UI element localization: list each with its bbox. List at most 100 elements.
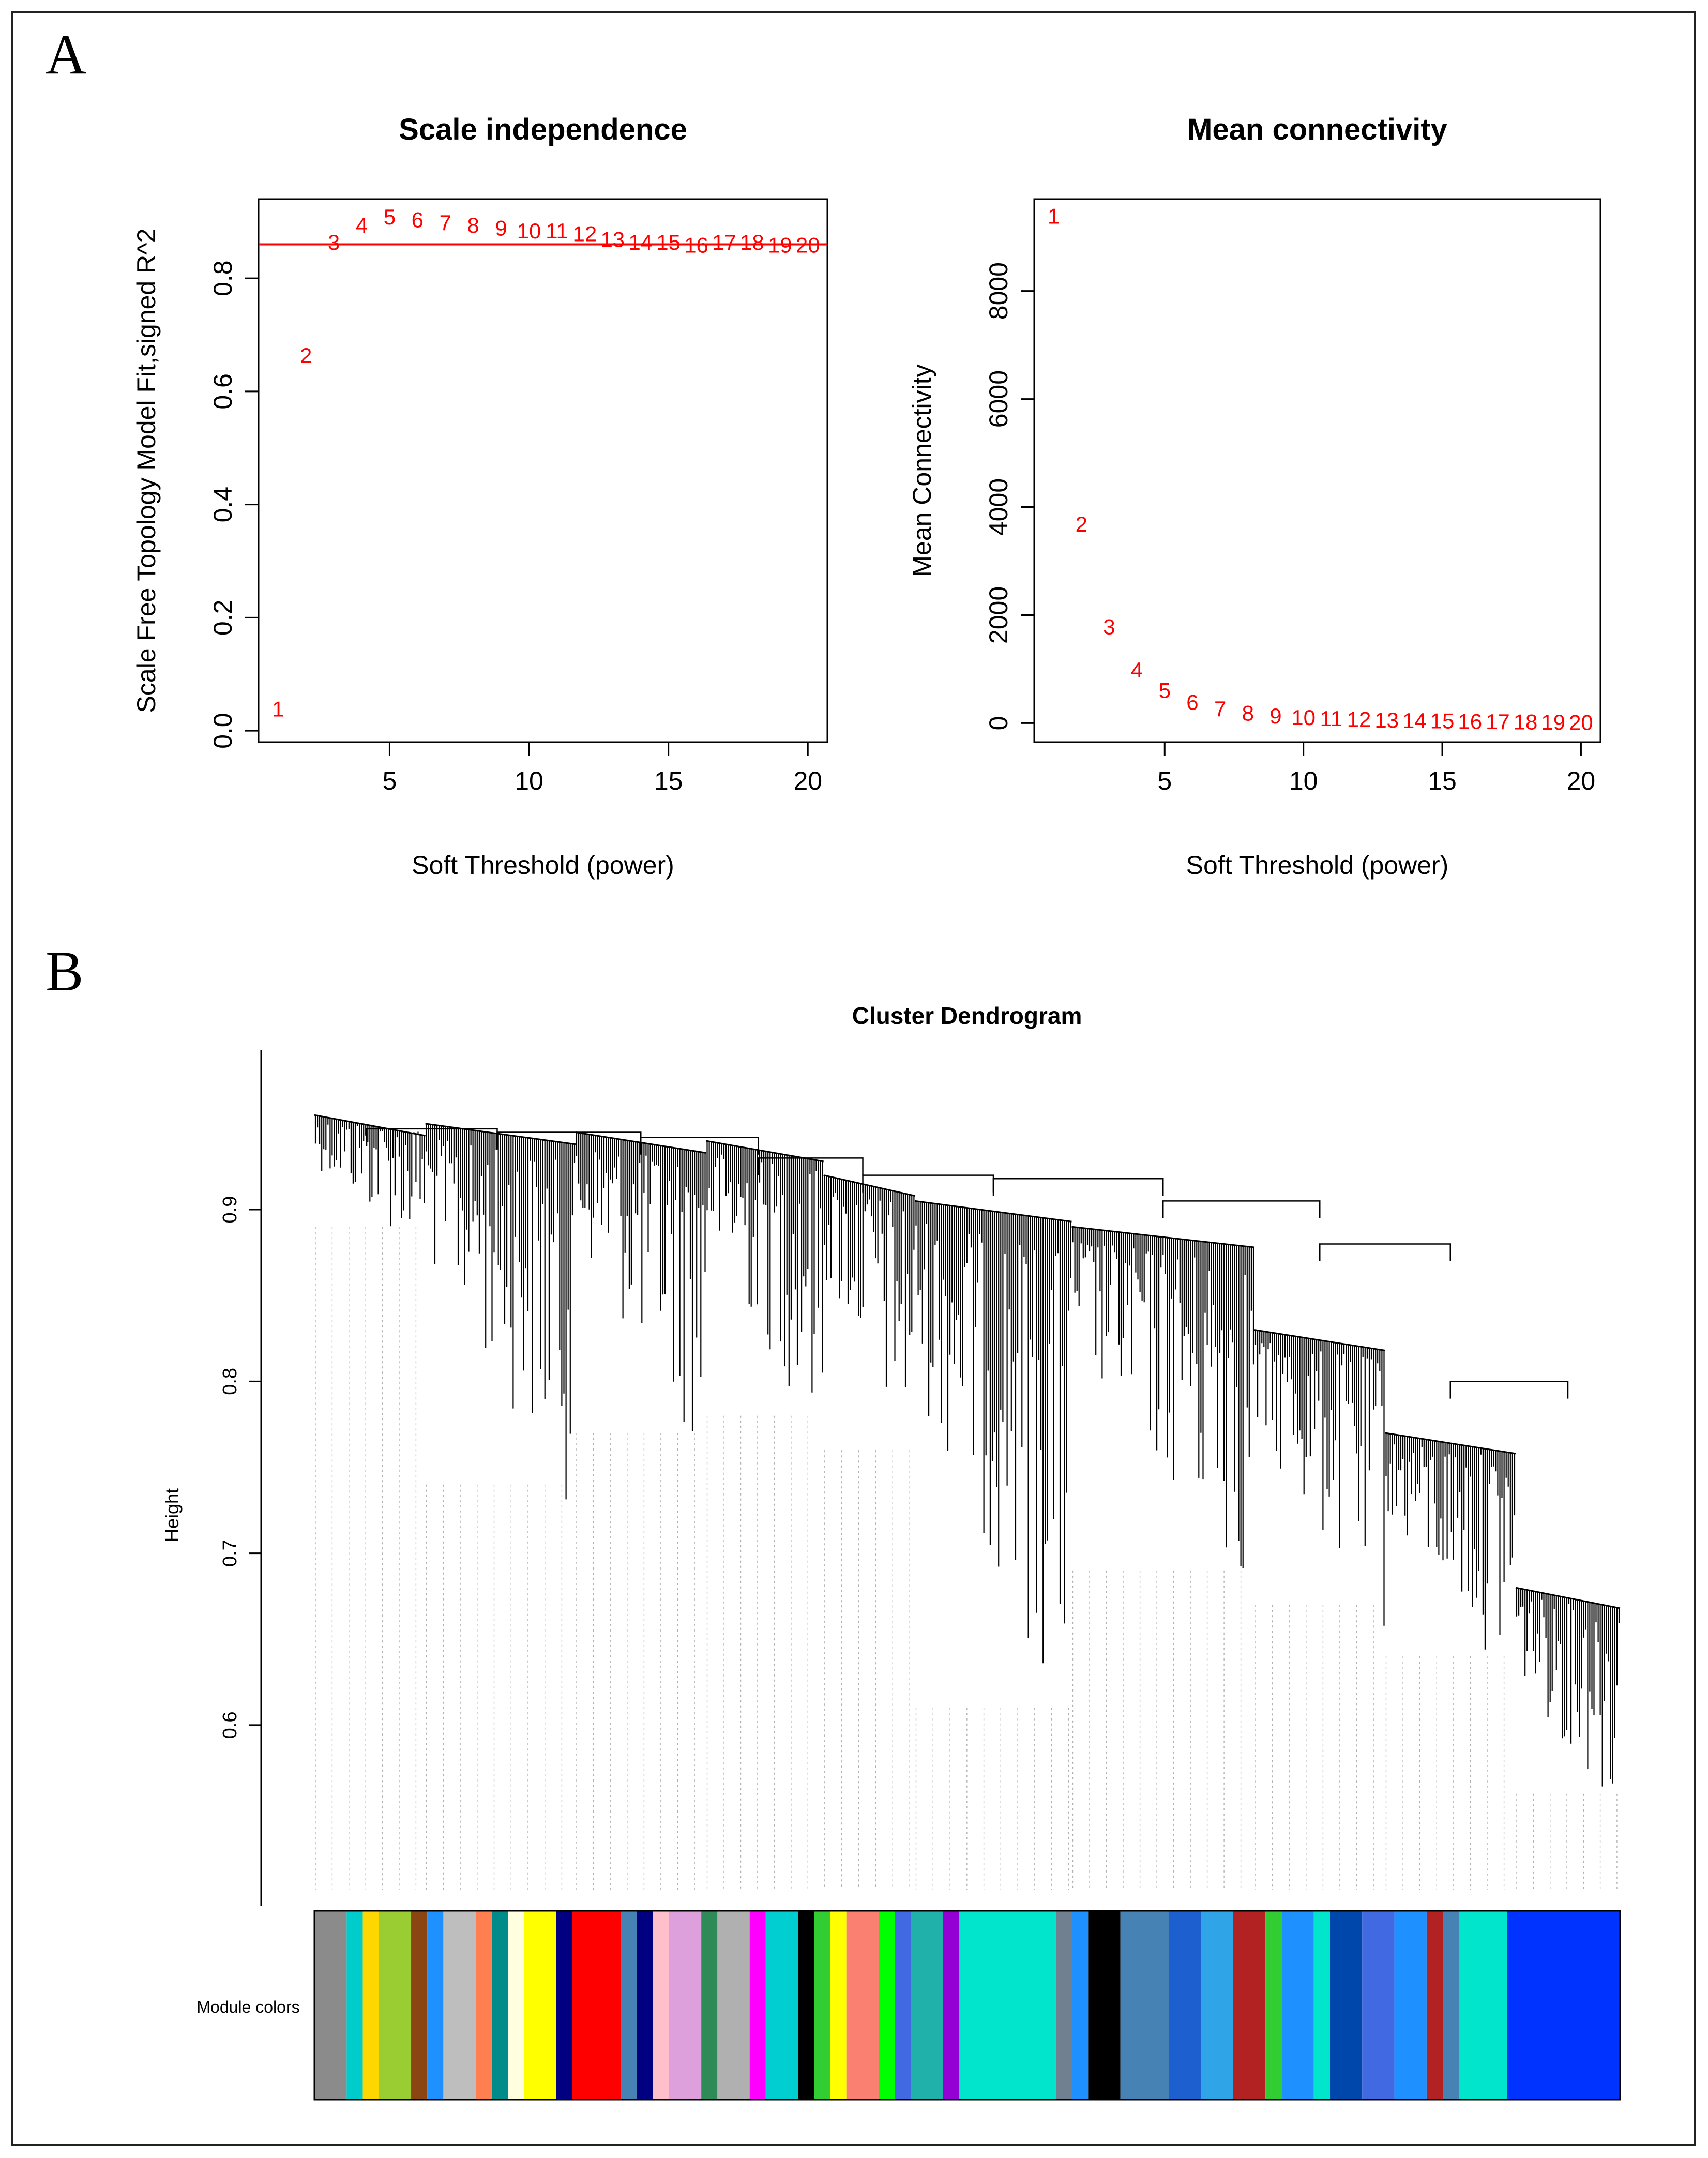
module-color-segment xyxy=(1313,1911,1330,2100)
y-tick-label: 0.6 xyxy=(219,1712,241,1739)
chart-title: Mean connectivity xyxy=(1187,113,1447,146)
cluster-cap xyxy=(1254,1329,1385,1352)
y-tick-label: 0.6 xyxy=(208,373,237,410)
module-colorbar-border xyxy=(313,1910,1621,2101)
data-point-label: 12 xyxy=(573,222,597,246)
dendrogram-branches xyxy=(915,1201,1071,1664)
dendrogram-leaf-guides xyxy=(1516,1793,1618,1890)
data-point-label: 13 xyxy=(1374,708,1399,732)
module-color-segment xyxy=(1233,1911,1266,2100)
dendrogram-join xyxy=(640,1137,759,1155)
dendrogram-cluster xyxy=(915,1200,1072,1890)
dendrogram-cluster xyxy=(575,1131,706,1890)
module-color-segment xyxy=(475,1911,492,2100)
module-color-segment xyxy=(572,1911,621,2100)
chart-title: Scale independence xyxy=(399,113,687,146)
data-point-label: 10 xyxy=(517,219,541,243)
dendrogram-cluster xyxy=(1515,1587,1621,1890)
x-axis-label: Soft Threshold (power) xyxy=(1186,851,1449,880)
dendrogram-join xyxy=(992,1178,1164,1196)
dendrogram-title: Cluster Dendrogram xyxy=(852,1002,1082,1029)
module-color-segment xyxy=(1055,1911,1072,2100)
x-tick-label: 5 xyxy=(1157,766,1172,795)
module-color-segment xyxy=(669,1911,702,2100)
data-point-label: 2 xyxy=(1076,512,1087,536)
data-point-label: 8 xyxy=(1242,701,1254,726)
dendrogram-cluster xyxy=(314,1114,426,1890)
module-color-segment xyxy=(830,1911,847,2100)
cluster-cap xyxy=(1071,1226,1255,1248)
data-point-label: 16 xyxy=(684,233,708,258)
y-tick-label: 0.7 xyxy=(219,1540,241,1567)
module-color-segment xyxy=(411,1911,428,2100)
data-point-label: 19 xyxy=(768,233,792,258)
cluster-cap xyxy=(823,1174,915,1197)
data-point-label: 3 xyxy=(1103,614,1115,639)
dendrogram-branches xyxy=(426,1123,576,1500)
data-point-label: 19 xyxy=(1541,710,1565,734)
data-point-label: 6 xyxy=(1186,690,1198,715)
module-color-segment xyxy=(524,1911,556,2100)
data-point-label: 18 xyxy=(740,230,764,254)
module-color-segment xyxy=(701,1911,718,2100)
x-axis-label: Soft Threshold (power) xyxy=(412,851,674,880)
module-color-segment xyxy=(943,1911,959,2100)
data-point-label: 4 xyxy=(356,213,368,237)
data-point-label: 16 xyxy=(1458,709,1482,733)
data-point-label: 12 xyxy=(1347,707,1371,732)
module-color-segment xyxy=(1426,1911,1443,2100)
cluster-cap xyxy=(425,1123,576,1145)
y-tick-label: 0.4 xyxy=(208,487,237,523)
module-color-segment xyxy=(427,1911,444,2100)
dendrogram-cluster xyxy=(706,1140,824,1890)
dendrogram-leaf-guides xyxy=(426,1484,563,1890)
module-color-segment xyxy=(379,1911,412,2100)
data-point-label: 20 xyxy=(796,233,820,258)
y-tick-label: 0.9 xyxy=(219,1196,241,1224)
module-color-segment xyxy=(1072,1911,1089,2100)
dendrogram-branches xyxy=(706,1141,823,1393)
x-tick-label: 15 xyxy=(1428,766,1457,795)
panel-label-a: A xyxy=(46,23,87,86)
data-point-label: 20 xyxy=(1569,710,1593,734)
module-color-segment xyxy=(1169,1911,1201,2100)
data-point-label: 14 xyxy=(628,230,653,254)
x-tick-label: 15 xyxy=(654,766,683,795)
data-point-label: 11 xyxy=(1320,706,1343,731)
panel-label-b: B xyxy=(46,940,84,1003)
module-color-segment xyxy=(798,1911,814,2100)
dendrogram-leaf-guides xyxy=(576,1433,695,1890)
module-color-segment xyxy=(1394,1911,1427,2100)
y-axis-label: Mean Connectivity xyxy=(908,364,936,577)
dendrogram-cluster xyxy=(1254,1329,1385,1890)
dendrogram-cluster xyxy=(1071,1226,1255,1890)
y-tick-label: 0.0 xyxy=(208,713,237,749)
module-color-segment xyxy=(1120,1911,1169,2100)
module-color-segment xyxy=(1281,1911,1314,2100)
y-tick-label: 2000 xyxy=(984,586,1013,644)
cluster-cap xyxy=(1515,1587,1621,1609)
data-point-label: 2 xyxy=(300,343,312,368)
module-color-segment xyxy=(1201,1911,1233,2100)
data-point-label: 15 xyxy=(1430,709,1455,733)
data-point-label: 9 xyxy=(1269,704,1281,728)
dendrogram-join xyxy=(1162,1200,1321,1218)
data-point-label: 4 xyxy=(1131,658,1143,682)
module-color-segment xyxy=(911,1911,943,2100)
module-color-segment xyxy=(314,1911,347,2100)
module-color-segment xyxy=(346,1911,363,2100)
dendrogram-cluster xyxy=(1385,1432,1516,1890)
figure-frame xyxy=(11,11,1696,2146)
module-color-segment xyxy=(362,1911,379,2100)
data-point-label: 5 xyxy=(1159,678,1171,703)
data-point-label: 3 xyxy=(328,230,340,254)
dendrogram-branches xyxy=(824,1175,915,1387)
module-color-segment xyxy=(814,1911,830,2100)
module-color-segment xyxy=(1459,1911,1507,2100)
module-color-segment xyxy=(1088,1911,1121,2100)
module-colors-label: Module colors xyxy=(197,1998,299,2016)
dendrogram-branches xyxy=(576,1132,706,1431)
y-tick-label: 0.2 xyxy=(208,600,237,636)
